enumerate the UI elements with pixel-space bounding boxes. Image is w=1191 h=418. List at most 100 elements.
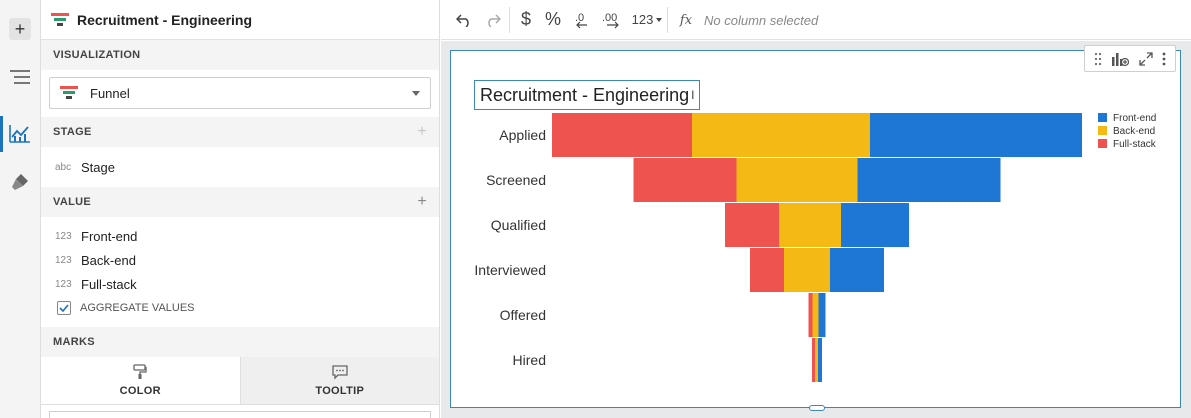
tooltip-icon bbox=[332, 364, 348, 380]
funnel-segment-hired-back-end[interactable] bbox=[815, 338, 818, 382]
stage-section-header: STAGE + bbox=[41, 117, 439, 147]
redo-icon[interactable] bbox=[481, 0, 505, 40]
field-name: Back-end bbox=[81, 252, 136, 268]
field-type: 123 bbox=[55, 254, 72, 266]
field-type: 123 bbox=[55, 230, 72, 242]
stage-label-offered: Offered bbox=[500, 307, 546, 323]
funnel-visualization[interactable]: Applied Screened Qualified Interviewed Offer… bbox=[450, 45, 1181, 411]
marks-section-header: MARKS bbox=[41, 327, 439, 357]
svg-text:.00: .00 bbox=[602, 12, 617, 24]
aggregate-values-toggle[interactable]: AGGREGATE VALUES bbox=[41, 296, 439, 320]
stage-label-applied: Applied bbox=[499, 127, 546, 143]
formula-bar[interactable]: fx No column selected bbox=[667, 7, 1183, 33]
viz-toolbar bbox=[1084, 45, 1176, 72]
tab-color-label: COLOR bbox=[119, 385, 161, 397]
number-format-dropdown[interactable]: 123 bbox=[628, 0, 666, 40]
more-options-icon[interactable] bbox=[1162, 52, 1166, 66]
tab-tooltip-label: TOOLTIP bbox=[315, 384, 365, 397]
value-field-full-stack[interactable]: 123 Full-stack bbox=[41, 272, 439, 296]
aggregate-label: AGGREGATE VALUES bbox=[80, 302, 195, 314]
panel-header: Recruitment - Engineering bbox=[41, 0, 439, 40]
viz-type-dropdown[interactable]: Funnel bbox=[49, 77, 431, 109]
funnel-segment-offered-back-end[interactable] bbox=[812, 293, 819, 337]
value-field-back-end[interactable]: 123 Back-end bbox=[41, 248, 439, 272]
visualization-section-header: VISUALIZATION bbox=[41, 40, 439, 70]
funnel-segment-applied-back-end[interactable] bbox=[692, 113, 870, 157]
visualization-label: VISUALIZATION bbox=[53, 49, 141, 61]
field-type: 123 bbox=[55, 278, 72, 290]
decrease-decimals-icon[interactable]: .0 bbox=[568, 0, 598, 40]
mark-tabs: COLOR TOOLTIP bbox=[41, 357, 439, 405]
panel-title: Recruitment - Engineering bbox=[77, 11, 253, 28]
stage-label: STAGE bbox=[53, 126, 92, 138]
percent-format-icon[interactable]: % bbox=[544, 9, 561, 29]
text-cursor-icon: I bbox=[691, 88, 695, 102]
chevron-down-icon bbox=[412, 90, 420, 96]
funnel-chart: Applied Screened Qualified Interviewed Offer… bbox=[474, 113, 1157, 382]
svg-text:.0: .0 bbox=[575, 12, 584, 24]
value-section-header: VALUE + bbox=[41, 187, 439, 217]
icon-rail: + bbox=[0, 0, 41, 418]
fx-icon: fx bbox=[679, 12, 693, 28]
legend-swatch-front-end bbox=[1098, 113, 1107, 122]
funnel-segment-hired-full-stack[interactable] bbox=[812, 338, 815, 382]
funnel-icon bbox=[60, 86, 78, 99]
toolbar: $ % .0 .00 123 fx No column selected bbox=[441, 0, 1191, 40]
funnel-segment-applied-full-stack[interactable] bbox=[552, 113, 692, 157]
chart-config-icon[interactable] bbox=[9, 123, 31, 145]
check-icon bbox=[59, 304, 69, 312]
add-value-icon[interactable]: + bbox=[417, 193, 427, 210]
formula-input[interactable]: No column selected bbox=[704, 12, 819, 28]
aggregate-checkbox[interactable] bbox=[57, 301, 71, 315]
currency-format-icon[interactable]: $ bbox=[520, 9, 531, 29]
funnel-segment-screened-full-stack[interactable] bbox=[633, 158, 737, 202]
config-panel: Recruitment - Engineering VISUALIZATION … bbox=[41, 0, 440, 418]
funnel-segment-interviewed-back-end[interactable] bbox=[784, 248, 830, 292]
funnel-segment-qualified-back-end[interactable] bbox=[779, 203, 841, 247]
number-format-label: 123 bbox=[631, 12, 654, 27]
funnel-segment-qualified-front-end[interactable] bbox=[841, 203, 909, 247]
add-icon[interactable]: + bbox=[9, 18, 31, 40]
funnel-segment-qualified-full-stack[interactable] bbox=[725, 203, 779, 247]
legend-label-back-end: Back-end bbox=[1113, 126, 1155, 137]
value-field-front-end[interactable]: 123 Front-end bbox=[41, 224, 439, 248]
stage-label-hired: Hired bbox=[513, 352, 546, 368]
viz-type-label: Funnel bbox=[90, 85, 130, 101]
field-name: Full-stack bbox=[81, 276, 137, 292]
expand-icon[interactable] bbox=[1139, 51, 1153, 66]
paint-roller-icon bbox=[133, 364, 147, 379]
format-paint-icon[interactable] bbox=[9, 171, 31, 193]
legend-swatch-full-stack bbox=[1098, 139, 1107, 148]
chevron-down-icon bbox=[656, 17, 663, 22]
undo-icon[interactable] bbox=[447, 0, 481, 40]
funnel-segment-hired-front-end[interactable] bbox=[818, 338, 822, 382]
viz-body: Applied Screened Qualified Interviewed Offer… bbox=[457, 57, 1174, 401]
funnel-segment-interviewed-front-end[interactable] bbox=[830, 248, 884, 292]
resize-handle[interactable] bbox=[809, 405, 825, 411]
increase-decimals-icon[interactable]: .00 bbox=[598, 0, 628, 40]
stage-field[interactable]: abc Stage bbox=[41, 155, 439, 179]
tab-color[interactable]: COLOR bbox=[41, 357, 240, 404]
viz-title[interactable]: Recruitment - Engineering I bbox=[474, 80, 701, 110]
legend-label-full-stack: Full-stack bbox=[1113, 139, 1157, 150]
legend-swatch-back-end bbox=[1098, 126, 1107, 135]
funnel-segment-offered-full-stack[interactable] bbox=[808, 293, 813, 337]
funnel-segment-screened-front-end[interactable] bbox=[857, 158, 1001, 202]
active-indicator bbox=[0, 116, 3, 152]
field-name: Front-end bbox=[81, 228, 138, 244]
add-chart-icon[interactable] bbox=[1111, 51, 1130, 67]
value-label: VALUE bbox=[53, 196, 91, 208]
stage-label-interviewed: Interviewed bbox=[474, 262, 546, 278]
tab-tooltip[interactable]: TOOLTIP bbox=[239, 357, 439, 404]
outline-icon[interactable] bbox=[9, 66, 31, 88]
drag-handle-icon[interactable] bbox=[1094, 52, 1102, 66]
stage-label-qualified: Qualified bbox=[491, 217, 546, 233]
legend-label-front-end: Front-end bbox=[1113, 113, 1156, 124]
funnel-segment-screened-back-end[interactable] bbox=[736, 158, 858, 202]
funnel-segment-offered-front-end[interactable] bbox=[818, 293, 826, 337]
workbook-canvas: Applied Screened Qualified Interviewed Offer… bbox=[441, 41, 1191, 418]
funnel-segment-interviewed-full-stack[interactable] bbox=[750, 248, 784, 292]
color-input-edge bbox=[49, 411, 431, 418]
add-stage-icon[interactable]: + bbox=[417, 123, 427, 140]
funnel-segment-applied-front-end[interactable] bbox=[870, 113, 1082, 157]
